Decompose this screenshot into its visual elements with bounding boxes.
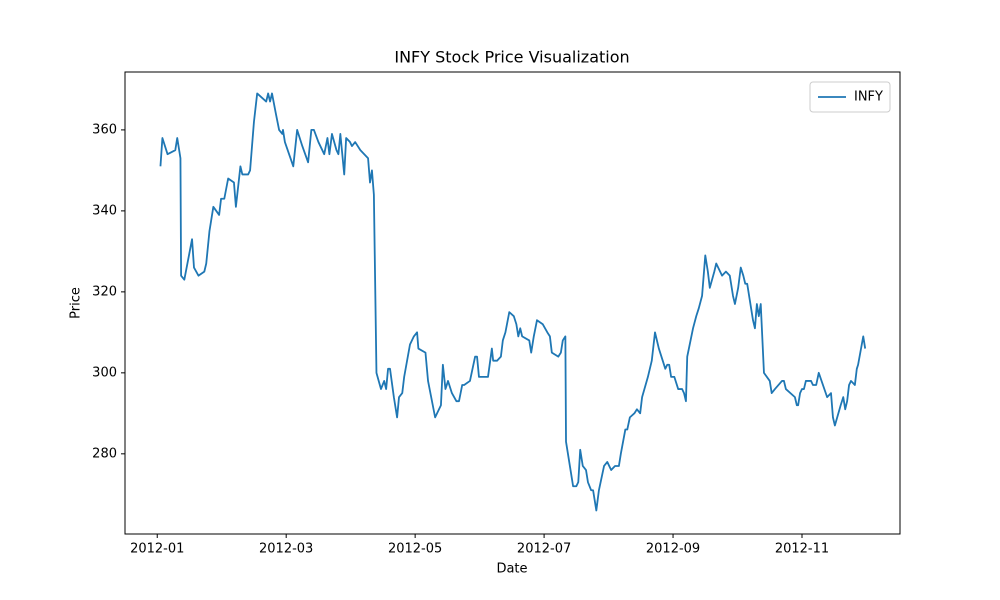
x-tick-label: 2012-05	[388, 542, 442, 557]
chart-title: INFY Stock Price Visualization	[394, 48, 629, 67]
x-tick-label: 2012-09	[646, 542, 700, 557]
y-tick-label: 360	[92, 122, 117, 137]
x-tick-label: 2012-07	[517, 542, 571, 557]
legend-label: INFY	[854, 90, 883, 105]
x-tick-label: 2012-01	[130, 542, 184, 557]
legend-box	[809, 81, 891, 113]
x-axis-label: Date	[496, 562, 527, 577]
x-tick-label: 2012-03	[259, 542, 313, 557]
y-tick-label: 300	[92, 365, 117, 380]
y-tick-label: 280	[92, 446, 117, 461]
y-axis-label: Price	[69, 287, 84, 319]
y-tick-label: 340	[92, 203, 117, 218]
series-line	[159, 92, 867, 512]
x-tick-label: 2012-11	[775, 542, 829, 557]
y-tick-label: 320	[92, 284, 117, 299]
plot-frame	[124, 71, 901, 535]
